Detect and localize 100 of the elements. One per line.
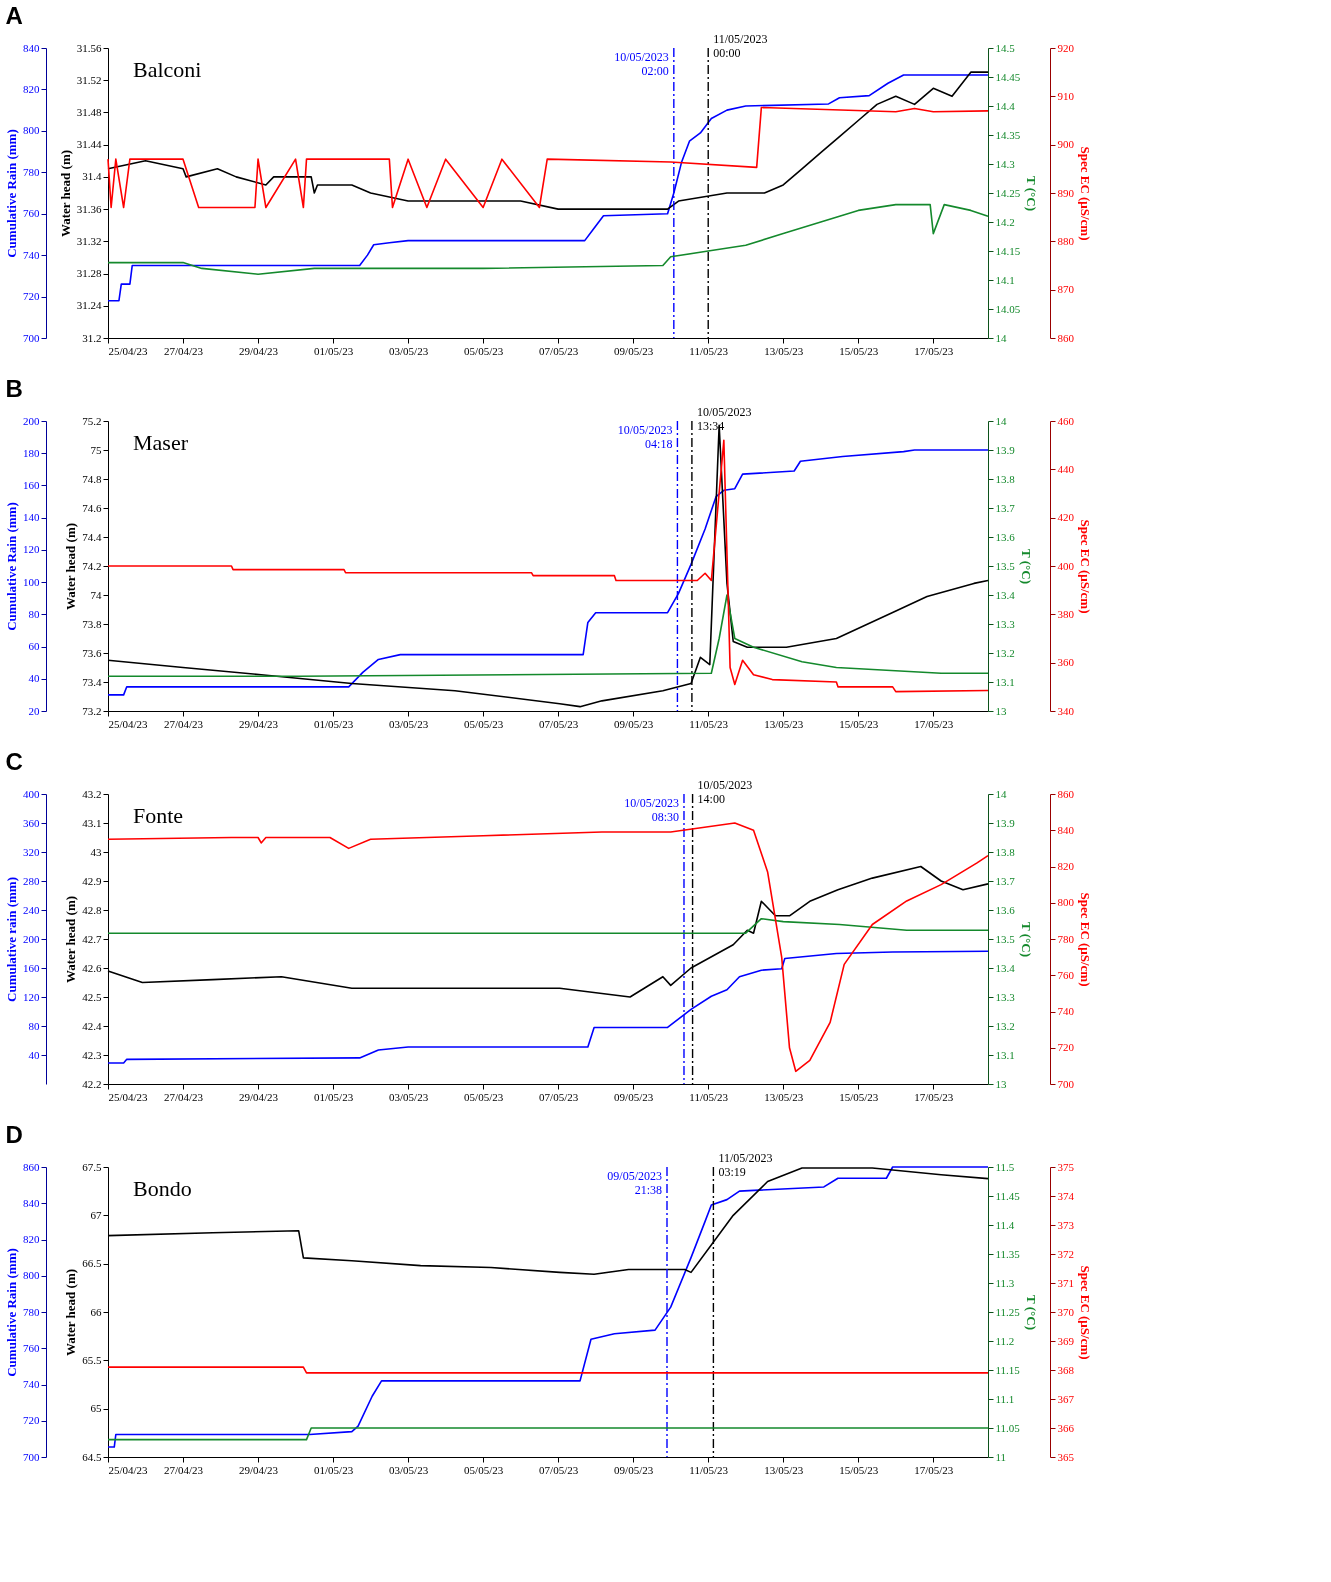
y-tick-label: 13.1 (995, 675, 1015, 688)
y-tick-label: 13.4 (995, 588, 1016, 601)
y2-tick-label: 371 (1057, 1276, 1074, 1289)
y-tick-label: 14 (995, 414, 1007, 427)
y2-tick-label: 42.2 (82, 1077, 102, 1090)
y2-tick-label: 720 (1057, 1041, 1075, 1054)
y-tick-label: 13.6 (995, 903, 1016, 916)
y2-tick-label: 840 (1057, 823, 1075, 836)
y2-tick-label: 820 (1057, 860, 1075, 872)
y2-tick-label: 65.5 (82, 1353, 102, 1366)
x-tick-label: 11/05/23 (689, 717, 729, 730)
x-tick-label: 11/05/23 (689, 1090, 729, 1103)
x-tick-label: 17/05/23 (914, 1463, 954, 1476)
y-tick-label: 13.8 (995, 845, 1016, 858)
y2-axis-title: Spec EC (μS/cm) (1078, 519, 1093, 614)
line-series (107, 106, 989, 209)
y2-tick-label: 910 (1057, 89, 1075, 102)
x-tick-label: 29/04/23 (238, 1463, 279, 1476)
y2-tick-label: 920 (1057, 41, 1075, 54)
y2-tick-label: 700 (1057, 1077, 1075, 1090)
x-tick-label: 15/05/23 (839, 1090, 879, 1103)
y2-tick-label: 800 (1057, 896, 1075, 909)
chart-subtitle: Maser (133, 430, 189, 455)
chart-title: C (5, 748, 23, 775)
y2-tick-label: 66 (90, 1305, 102, 1318)
x-tick-label: 07/05/23 (539, 1090, 579, 1103)
y-tick-label: 140 (23, 511, 40, 524)
y2-tick-label: 42.6 (82, 961, 102, 974)
y-tick-label: 14.2 (995, 215, 1015, 228)
y-tick-label: 14.15 (995, 244, 1021, 257)
x-tick-label: 07/05/23 (539, 1463, 579, 1476)
y2-tick-label: 760 (1057, 968, 1075, 981)
x-tick-label: 27/04/23 (163, 717, 204, 730)
y-tick-label: 11.35 (995, 1247, 1021, 1260)
y-tick-label: 14.5 (995, 41, 1016, 54)
y2-axis-title: Water head (m) (63, 1268, 79, 1357)
x-tick-label: 17/05/23 (914, 1090, 954, 1103)
x-tick-label: 13/05/23 (764, 717, 804, 730)
x-tick-label: 01/05/23 (314, 717, 354, 730)
y2-tick-label: 375 (1057, 1160, 1075, 1173)
y-axis-title: T (°C) (1023, 1295, 1039, 1330)
y-tick-label: 200 (23, 414, 40, 427)
y-tick-label: 14.45 (995, 70, 1021, 83)
y2-axis-title: Water head (m) (63, 522, 79, 611)
y2-tick-label: 368 (1057, 1363, 1075, 1376)
y2-tick-label: 373 (1057, 1218, 1075, 1231)
y-tick-label: 13.6 (995, 530, 1016, 543)
y-tick-label: 11.15 (995, 1363, 1021, 1376)
x-tick-label: 03/05/23 (389, 1090, 429, 1103)
y2-tick-label: 360 (1057, 656, 1075, 669)
y2-tick-label: 374 (1057, 1189, 1075, 1202)
x-tick-label: 03/05/23 (389, 717, 429, 730)
y-tick-label: 840 (23, 1196, 40, 1209)
y2-tick-label: 42.3 (82, 1048, 102, 1061)
x-tick-label: 01/05/23 (314, 1090, 354, 1103)
y-tick-label: 820 (23, 1233, 40, 1245)
y-tick-label: 14.25 (995, 186, 1021, 199)
y2-tick-label: 31.52 (76, 73, 102, 86)
y2-tick-label: 73.8 (82, 617, 102, 630)
y-tick-label: 13.9 (995, 443, 1016, 456)
y-tick-label: 200 (23, 932, 40, 945)
y-tick-label: 740 (23, 248, 40, 261)
x-tick-label: 15/05/23 (839, 344, 879, 357)
y-tick-label: 13.1 (995, 1048, 1015, 1061)
x-tick-label: 01/05/23 (314, 1463, 354, 1476)
y-tick-label: 720 (23, 290, 40, 303)
x-tick-label: 03/05/23 (389, 1463, 429, 1476)
y-tick-label: 100 (23, 575, 40, 588)
y2-tick-label: 369 (1057, 1334, 1075, 1347)
x-tick-label: 29/04/23 (238, 344, 279, 357)
y-tick-label: 160 (23, 478, 40, 491)
y-tick-label: 13.9 (995, 816, 1016, 829)
ref-line-label: 10/05/2023 14:00 (697, 778, 753, 806)
y2-tick-label: 31.28 (76, 267, 102, 280)
x-tick-label: 25/04/23 (108, 1090, 149, 1103)
y2-tick-label: 31.32 (76, 234, 102, 247)
y2-axis-title: Water head (m) (63, 895, 79, 984)
y2-tick-label: 73.6 (82, 646, 102, 659)
y-tick-label: 700 (23, 1450, 40, 1463)
x-tick-label: 15/05/23 (839, 717, 879, 730)
x-tick-label: 15/05/23 (839, 1463, 879, 1476)
y-tick-label: 13.2 (995, 646, 1015, 659)
x-tick-label: 11/05/23 (689, 344, 729, 357)
y-tick-label: 820 (23, 82, 40, 95)
y2-tick-label: 75.2 (82, 414, 102, 427)
chart-title: B (5, 375, 23, 402)
y-tick-label: 13.5 (995, 932, 1016, 945)
ref-line-label: 11/05/2023 00:00 (713, 32, 768, 60)
y-axis-title: Cumulative rain (mm) (4, 877, 19, 1002)
y-tick-label: 14.35 (995, 128, 1021, 141)
chart-subtitle: Fonte (133, 803, 184, 828)
y-tick-label: 120 (23, 543, 40, 556)
chart-subtitle: Balconi (133, 57, 202, 82)
x-tick-label: 11/05/23 (689, 1463, 729, 1476)
y-tick-label: 11.2 (995, 1334, 1015, 1347)
y2-tick-label: 73.2 (82, 704, 102, 717)
y2-tick-label: 370 (1057, 1305, 1075, 1318)
x-tick-label: 29/04/23 (238, 717, 279, 730)
y2-tick-label: 42.5 (82, 990, 102, 1003)
y2-tick-label: 31.24 (76, 299, 102, 312)
